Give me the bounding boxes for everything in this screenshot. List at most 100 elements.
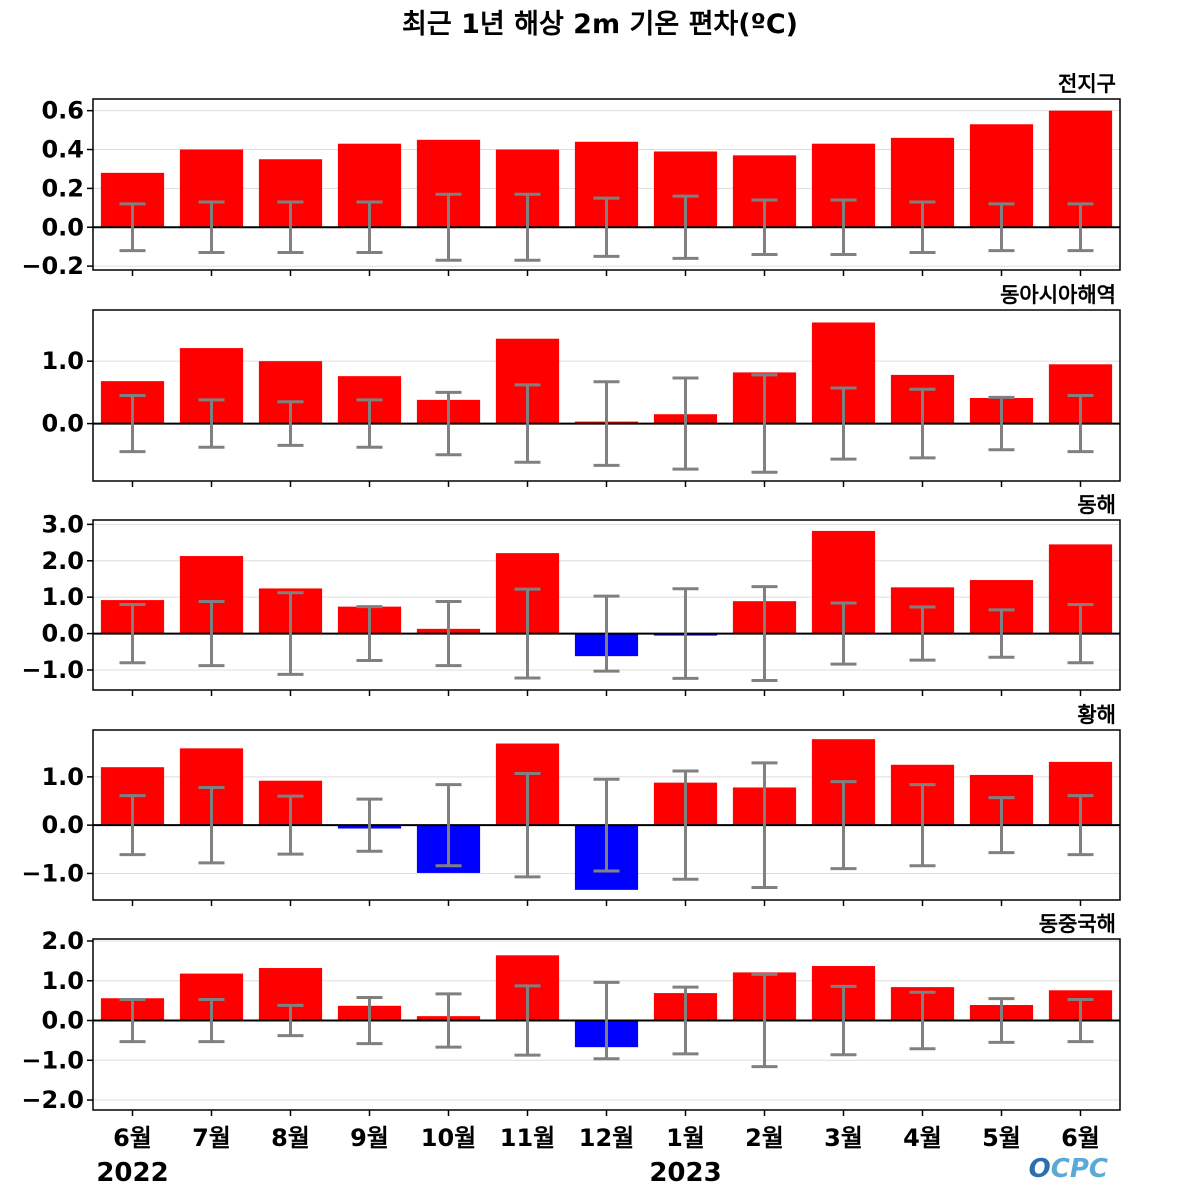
y-tick-label: −2.0	[21, 1086, 84, 1114]
y-tick-label: 0.0	[41, 811, 84, 839]
y-tick-label: 0.2	[41, 174, 84, 202]
error-bar	[198, 200, 225, 255]
error-bar	[514, 771, 541, 879]
error-bar	[356, 200, 383, 255]
error-bar	[909, 605, 936, 662]
panel-label: 전지구	[1058, 72, 1116, 96]
x-tick-label: 12월	[579, 1124, 634, 1152]
y-tick-label: 1.0	[41, 967, 84, 995]
panel-label: 황해	[1077, 703, 1116, 727]
y-tick-label: 1.0	[41, 347, 84, 375]
error-bar	[909, 387, 936, 460]
error-bar	[751, 585, 778, 683]
error-bar	[356, 995, 383, 1046]
y-tick-label: −1.0	[21, 1046, 84, 1074]
error-bar	[435, 783, 462, 868]
x-tick-label: 3월	[824, 1124, 863, 1152]
error-bar	[277, 400, 304, 447]
ocpc-logo: OCPC	[1029, 1154, 1108, 1184]
panel-4: −1.0 0.0 1.0 황해	[21, 703, 1121, 906]
error-bar	[435, 600, 462, 668]
error-bar	[751, 373, 778, 474]
panel-2: 0.0 1.0 동아시아해역	[41, 283, 1121, 487]
error-bar	[593, 777, 620, 873]
chart-title: 최근 1년 해상 2m 기온 편차(ºC)	[402, 9, 798, 40]
error-bar	[672, 194, 699, 260]
error-bar	[988, 796, 1015, 855]
error-bar	[356, 398, 383, 449]
error-bar	[1067, 997, 1094, 1044]
error-bar	[277, 200, 304, 255]
error-bar	[198, 398, 225, 449]
panel-5: −2.0 −1.0 0.0 1.0 2.0 동중국해	[21, 912, 1121, 1116]
error-bar	[119, 394, 146, 454]
error-bar	[277, 794, 304, 856]
error-bar	[988, 202, 1015, 253]
error-bar	[830, 984, 857, 1057]
error-bar	[435, 992, 462, 1049]
y-tick-label: 2.0	[41, 547, 84, 575]
y-tick-label: 0.0	[41, 620, 84, 648]
error-bar	[751, 761, 778, 889]
error-bar	[435, 192, 462, 262]
error-bar	[988, 997, 1015, 1044]
error-bar	[1067, 602, 1094, 665]
y-tick-label: 0.6	[41, 97, 84, 125]
error-bar	[514, 984, 541, 1057]
error-bar	[909, 200, 936, 255]
error-bar	[593, 380, 620, 467]
panel-label: 동아시아해역	[1000, 283, 1116, 307]
x-tick-label: 4월	[903, 1124, 942, 1152]
x-tick-label: 5월	[982, 1124, 1021, 1152]
x-tick-label: 6월	[1061, 1124, 1100, 1152]
x-tick-label: 1월	[666, 1124, 705, 1152]
error-bar	[198, 600, 225, 668]
error-bar	[909, 783, 936, 868]
error-bar	[909, 990, 936, 1051]
panel-1: −0.2 0.0 0.2 0.4 0.6 전지구	[21, 72, 1121, 280]
error-bar	[435, 390, 462, 457]
error-bar	[751, 972, 778, 1069]
y-tick-label: 2.0	[41, 927, 84, 955]
error-bar	[672, 376, 699, 471]
y-tick-label: −0.2	[21, 252, 84, 280]
error-bar	[988, 395, 1015, 452]
x-tick-label: 7월	[192, 1124, 231, 1152]
x-tick-label: 6월	[113, 1124, 152, 1152]
error-bar	[1067, 202, 1094, 253]
error-bar	[672, 769, 699, 881]
x-tick-label: 9월	[350, 1124, 389, 1152]
error-bar	[119, 794, 146, 857]
panels-group: −0.2 0.0 0.2 0.4 0.6 전지구 0.0 1.0 동아시아해역 −1.0 0.0 1.…	[21, 72, 1121, 1116]
x-axis-labels: 6월 7월 8월 9월 10월 11월 12월 1월 2월 3월 4월 5월 6월 2022 2023	[96, 1124, 1100, 1188]
error-bar	[356, 797, 383, 853]
error-bar	[1067, 394, 1094, 454]
error-bar	[1067, 794, 1094, 857]
error-bar	[119, 602, 146, 665]
logo-text: OCPC	[1029, 1154, 1108, 1184]
error-bar	[988, 608, 1015, 659]
x-tick-label: 8월	[271, 1124, 310, 1152]
error-bar	[593, 594, 620, 673]
y-tick-label: −1.0	[21, 859, 84, 887]
error-bar	[514, 383, 541, 464]
error-bar	[830, 601, 857, 666]
y-tick-label: 3.0	[41, 510, 84, 538]
x-tick-label: 2월	[745, 1124, 784, 1152]
year-label: 2023	[649, 1158, 721, 1188]
error-bar	[277, 1003, 304, 1038]
logo-letter: O	[1029, 1154, 1051, 1184]
error-bar	[514, 587, 541, 680]
error-bar	[593, 980, 620, 1061]
y-tick-label: 1.0	[41, 763, 84, 791]
error-bar	[119, 202, 146, 253]
y-tick-label: 0.0	[41, 1007, 84, 1035]
error-bar	[672, 985, 699, 1056]
error-bar	[593, 196, 620, 258]
x-tick-label: 10월	[421, 1124, 476, 1152]
panel-3: −1.0 0.0 1.0 2.0 3.0 동해	[21, 493, 1121, 696]
y-tick-label: 0.4	[41, 136, 84, 164]
y-tick-label: 0.0	[41, 213, 84, 241]
